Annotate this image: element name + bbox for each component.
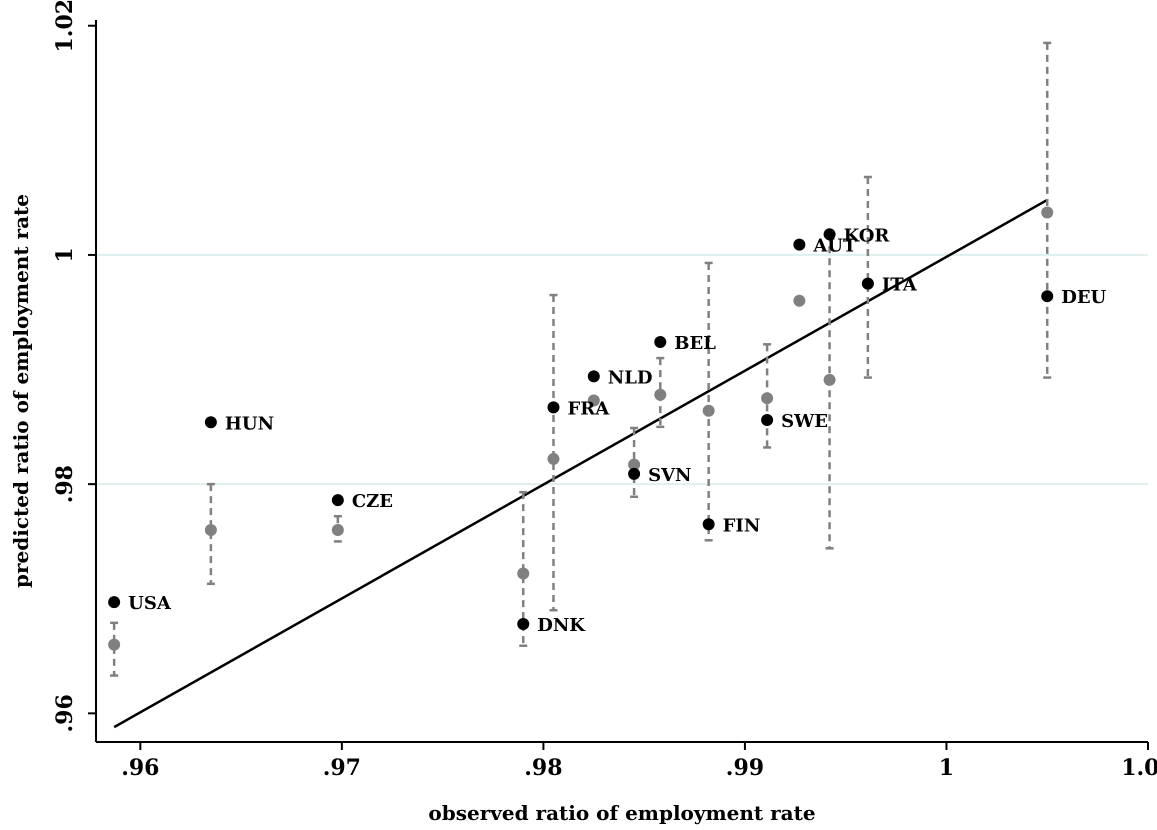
predicted-point: [654, 388, 667, 401]
point-label: KOR: [844, 225, 891, 246]
observed-point: [331, 494, 344, 507]
predicted-points: [108, 206, 1054, 651]
predicted-point: [517, 567, 530, 580]
point-label: DNK: [537, 615, 586, 636]
axes: .96 .97 .98 .99 1 1.01 .96 .98 1 1.02: [52, 0, 1157, 781]
gridlines: [97, 253, 1148, 486]
y-axis-title: predicted ratio of employment rate: [9, 194, 33, 588]
x-tick-label: .97: [323, 755, 361, 781]
predicted-point: [108, 638, 121, 651]
point-label: DEU: [1061, 287, 1106, 308]
x-tick-label: .99: [726, 755, 764, 781]
predicted-point: [793, 294, 806, 307]
y-tick-label: .98: [52, 465, 78, 503]
observed-point: [823, 228, 836, 241]
predicted-point: [628, 458, 641, 471]
x-tick-label: 1.01: [1121, 755, 1157, 781]
y-tick-label: .96: [52, 694, 78, 732]
predicted-point: [761, 392, 774, 405]
point-label: FRA: [567, 398, 610, 419]
error-bars: [110, 41, 1052, 677]
point-label: CZE: [352, 491, 393, 512]
observed-point: [1041, 290, 1054, 303]
y-tick-label: 1.02: [52, 0, 78, 53]
point-label: BEL: [674, 333, 716, 354]
point-label: FIN: [723, 515, 761, 536]
y-tick-label: 1: [52, 247, 78, 262]
x-tick-label: .96: [121, 755, 159, 781]
point-label: USA: [128, 593, 172, 614]
observed-point: [204, 416, 217, 429]
observed-point: [587, 370, 600, 383]
observed-point: [628, 467, 641, 480]
point-label: HUN: [225, 413, 274, 434]
observed-point: [654, 336, 667, 349]
predicted-point: [331, 523, 344, 536]
x-tick-label: .98: [524, 755, 562, 781]
fit-line-layer: [113, 198, 1048, 729]
point-label: ITA: [882, 275, 918, 296]
predicted-point: [823, 373, 836, 386]
point-label: SWE: [781, 411, 828, 432]
predicted-point: [1041, 206, 1054, 219]
observed-point: [702, 518, 715, 531]
observed-points: [108, 228, 1054, 630]
x-axis-title: observed ratio of employment rate: [428, 801, 815, 825]
observed-point: [761, 413, 774, 426]
observed-point: [861, 277, 874, 290]
predicted-point: [587, 394, 600, 407]
observed-point: [108, 596, 121, 609]
point-label: NLD: [608, 367, 653, 388]
observed-point: [793, 238, 806, 251]
predicted-point: [204, 523, 217, 536]
observed-point: [547, 401, 560, 414]
predicted-point: [547, 452, 560, 465]
point-label: AUT: [812, 236, 857, 257]
x-tick-label: 1: [939, 755, 954, 781]
point-label: SVN: [648, 465, 691, 486]
observed-point: [517, 617, 530, 630]
predicted-point: [702, 404, 715, 417]
fit-line: [113, 198, 1048, 729]
